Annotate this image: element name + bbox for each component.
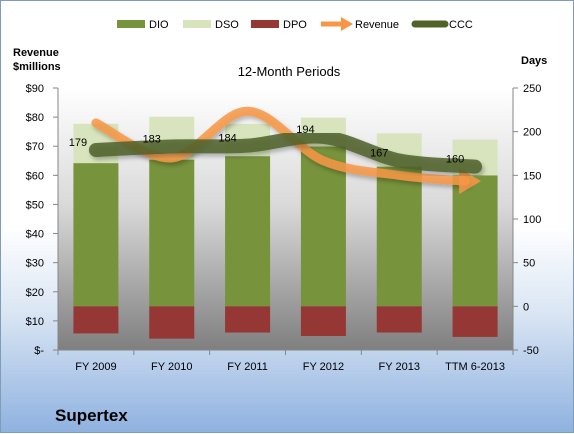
left-tick-label-5: $50 [26,199,44,211]
ccc-data-label-1: 183 [143,134,161,146]
legend-swatch-dio [117,20,145,28]
left-tick-label-6: $60 [26,170,44,182]
bar-dpo-0 [73,306,119,334]
bar-dpo-5 [452,306,498,337]
ccc-data-label-2: 184 [218,133,236,145]
legend-label-dso: DSO [215,19,239,31]
left-tick-label-7: $70 [26,141,44,153]
legend-swatch-dso [183,20,211,28]
bar-dio-4 [376,166,422,307]
left-tick-label-3: $30 [26,258,44,270]
right-tick-label-6: 250 [523,83,541,95]
bar-dio-5 [452,175,498,307]
bar-dpo-4 [376,306,422,333]
revenue-arrow-head [459,168,482,195]
right-tick-label-4: 150 [523,170,541,182]
revenue-line [91,106,470,186]
x-tick-label-0: FY 2009 [75,361,116,373]
left-tick-label-4: $40 [26,229,44,241]
legend-label-dio: DIO [149,19,169,31]
bar-dio-1 [149,159,195,307]
legend-arrow-revenue [341,17,353,31]
legend-label-dpo: DPO [283,19,307,31]
chart-title: 12-Month Periods [238,64,341,79]
bar-dio-0 [73,163,119,307]
ccc-data-label-3: 194 [296,124,314,136]
legend-label-revenue: Revenue [355,19,399,31]
legend-swatch-dpo [251,20,279,28]
company-name: Supertex [55,406,128,425]
left-axis-label-line-1: Revenue [13,47,59,59]
right-tick-label-2: 50 [523,258,535,270]
left-tick-label-9: $90 [26,83,44,95]
left-tick-label-8: $80 [26,112,44,124]
bar-dpo-1 [149,306,195,339]
ccc-line [88,129,483,174]
x-tick-label-3: FY 2012 [303,361,344,373]
right-tick-label-1: 0 [523,301,529,313]
bar-dio-3 [300,146,346,307]
x-tick-label-4: FY 2013 [379,361,420,373]
left-tick-label-1: $10 [26,316,44,328]
right-tick-label-0: -50 [523,345,539,357]
ccc-data-label-0: 179 [69,137,87,149]
left-tick-label-0: $- [34,345,44,357]
x-tick-label-5: TTM 6-2013 [445,361,505,373]
right-tick-label-5: 200 [523,127,541,139]
x-tick-label-1: FY 2010 [151,361,192,373]
right-tick-label-3: 100 [523,214,541,226]
ccc-data-label-4: 167 [370,147,388,159]
bar-dpo-3 [300,306,346,337]
left-axis-label-line-2: $millions [13,61,61,73]
bar-dio-2 [225,156,271,307]
legend-label-ccc: CCC [449,19,473,31]
ccc-data-label-5: 160 [446,154,464,166]
bar-dpo-2 [225,306,271,333]
x-tick-label-2: FY 2011 [227,361,268,373]
right-axis-label: Days [521,55,547,67]
left-tick-label-2: $20 [26,287,44,299]
